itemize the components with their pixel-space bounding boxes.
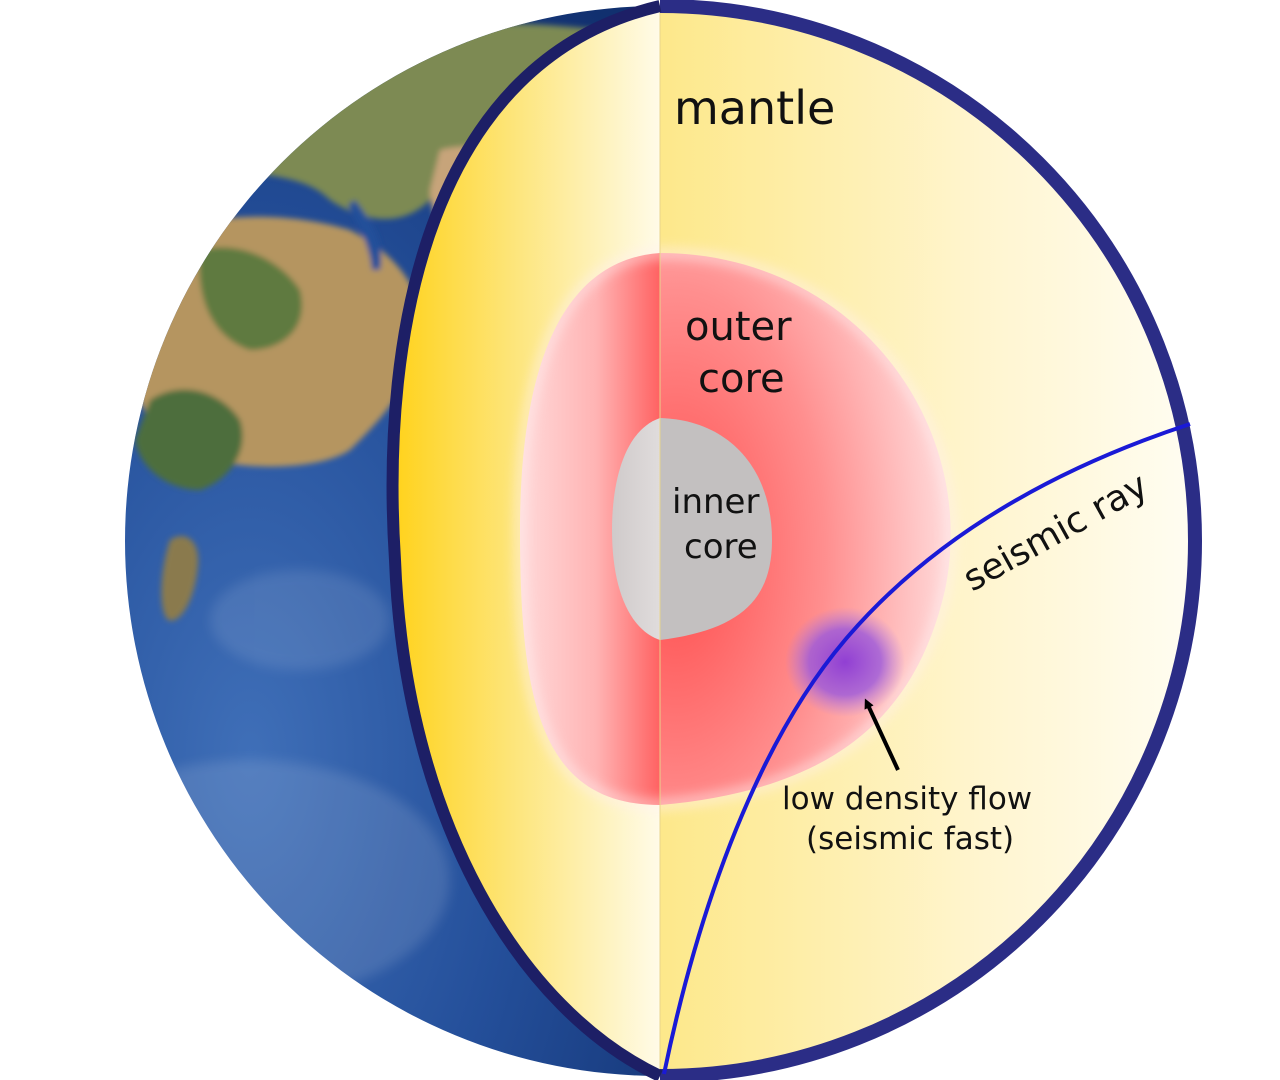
land-east-africa (135, 389, 243, 490)
land-green-interior (199, 247, 302, 350)
land-madagascar (161, 536, 199, 621)
red-sea (348, 200, 381, 270)
seismic-ray-path (662, 422, 1191, 1075)
flow-label-line1: low density flow (782, 781, 1032, 817)
inner-core-right (660, 418, 772, 640)
low-density-flow-blob (785, 607, 905, 717)
cloud-haze (210, 570, 390, 670)
crust-rim-right (659, 0, 1202, 1080)
inner-core-left (612, 418, 660, 640)
cloud-haze (125, 760, 450, 1000)
outer-core-edge (514, 247, 956, 811)
crust-rim-left (386, 0, 663, 1080)
continents (130, 23, 604, 621)
outer-core-label-line1: outer (685, 304, 792, 350)
inner-core-label-line2: core (684, 527, 758, 567)
inner-core-label-line1: inner (672, 482, 759, 522)
arrow-pointer-icon (864, 698, 900, 771)
flow-label-line2: (seismic fast) (806, 821, 1014, 857)
outer-core-label-line2: core (698, 356, 785, 402)
mantle-label: mantle (674, 81, 835, 135)
